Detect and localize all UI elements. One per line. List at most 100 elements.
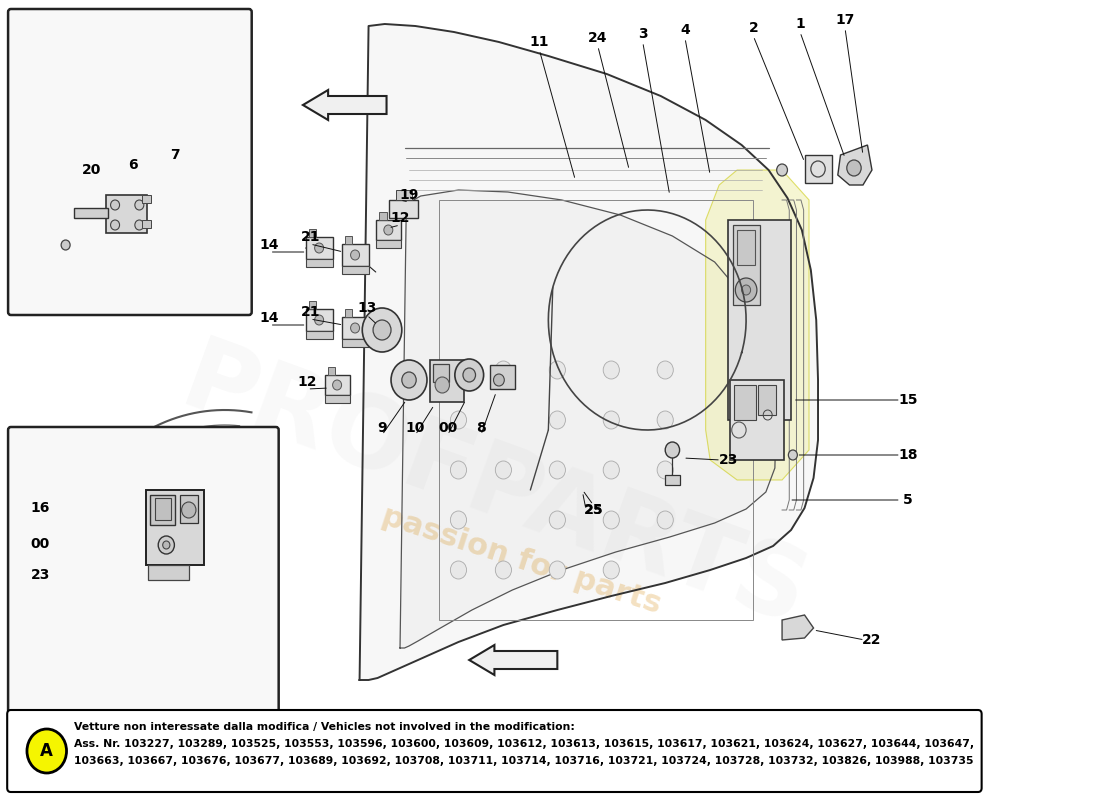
Text: 19: 19	[399, 188, 419, 202]
Bar	[345, 309, 352, 317]
Bar	[728, 220, 791, 420]
Circle shape	[450, 511, 466, 529]
Text: 23: 23	[718, 453, 738, 467]
Bar	[324, 395, 350, 403]
Bar	[758, 385, 776, 415]
Circle shape	[735, 278, 757, 302]
Text: 24: 24	[588, 31, 607, 45]
Text: 25: 25	[583, 503, 603, 517]
Polygon shape	[706, 170, 808, 480]
Circle shape	[107, 491, 114, 499]
Bar	[342, 339, 369, 347]
Text: passion for parts: passion for parts	[378, 501, 664, 619]
Circle shape	[90, 519, 97, 527]
Circle shape	[315, 243, 323, 253]
Circle shape	[657, 461, 673, 479]
FancyBboxPatch shape	[8, 427, 278, 713]
Bar	[379, 212, 386, 220]
Bar	[396, 190, 411, 200]
Bar	[490, 365, 515, 389]
Circle shape	[603, 361, 619, 379]
Circle shape	[362, 308, 402, 352]
Circle shape	[384, 225, 393, 235]
Text: 1: 1	[795, 17, 805, 31]
Bar	[148, 565, 189, 580]
Circle shape	[777, 164, 788, 176]
Text: 5: 5	[903, 493, 913, 507]
Text: 18: 18	[899, 448, 917, 462]
Text: 21: 21	[300, 305, 320, 319]
Text: 17: 17	[835, 13, 855, 27]
Circle shape	[163, 541, 169, 549]
Circle shape	[135, 200, 144, 210]
Circle shape	[549, 361, 565, 379]
Bar	[125, 455, 233, 540]
Bar	[324, 375, 350, 395]
Circle shape	[495, 361, 512, 379]
Text: 4: 4	[680, 23, 690, 37]
Circle shape	[495, 461, 512, 479]
Bar	[142, 195, 151, 203]
Text: 00: 00	[438, 421, 458, 435]
Bar	[106, 195, 146, 233]
Text: 103663, 103667, 103676, 103677, 103689, 103692, 103708, 103711, 103714, 103716, : 103663, 103667, 103676, 103677, 103689, …	[74, 756, 974, 766]
Circle shape	[155, 448, 163, 456]
Bar	[389, 200, 418, 218]
Bar	[130, 460, 179, 495]
Text: A: A	[41, 742, 53, 760]
Bar	[737, 230, 755, 265]
Bar	[145, 490, 205, 565]
Bar	[342, 317, 369, 339]
Bar	[804, 155, 832, 183]
Bar	[345, 236, 352, 244]
Circle shape	[463, 368, 475, 382]
Circle shape	[657, 511, 673, 529]
Bar	[666, 475, 680, 485]
Text: 13: 13	[358, 301, 376, 315]
Text: 15: 15	[899, 393, 917, 407]
Polygon shape	[782, 615, 814, 640]
Circle shape	[549, 511, 565, 529]
Bar	[433, 364, 450, 382]
Circle shape	[455, 359, 484, 391]
Text: 21: 21	[300, 230, 320, 244]
Circle shape	[657, 361, 673, 379]
Text: 7: 7	[170, 148, 180, 162]
Text: 25: 25	[584, 503, 602, 517]
Text: 9: 9	[377, 421, 387, 435]
Circle shape	[185, 436, 191, 444]
Bar	[306, 259, 332, 267]
Circle shape	[62, 240, 70, 250]
Text: 20: 20	[82, 163, 101, 177]
Circle shape	[549, 561, 565, 579]
Text: Ass. Nr. 103227, 103289, 103525, 103553, 103596, 103600, 103609, 103612, 103613,: Ass. Nr. 103227, 103289, 103525, 103553,…	[74, 739, 974, 749]
Circle shape	[603, 561, 619, 579]
Text: 12: 12	[390, 211, 410, 225]
Bar	[306, 309, 332, 331]
Circle shape	[351, 323, 360, 333]
Text: 8: 8	[476, 421, 486, 435]
Bar	[74, 208, 108, 218]
Bar	[734, 385, 756, 420]
Circle shape	[494, 374, 504, 386]
Bar	[376, 240, 400, 248]
Text: 22: 22	[862, 633, 882, 647]
Circle shape	[603, 511, 619, 529]
Text: 6: 6	[129, 158, 138, 172]
Circle shape	[450, 461, 466, 479]
Polygon shape	[400, 190, 776, 648]
Circle shape	[373, 320, 390, 340]
Bar	[733, 225, 760, 305]
Text: 12: 12	[298, 375, 317, 389]
Circle shape	[741, 285, 750, 295]
Circle shape	[28, 729, 66, 773]
Text: 3: 3	[638, 27, 648, 41]
Circle shape	[73, 586, 80, 594]
Circle shape	[78, 552, 86, 560]
Text: Vetture non interessate dalla modifica / Vehicles not involved in the modificati: Vetture non interessate dalla modifica /…	[74, 722, 574, 732]
Bar	[150, 495, 175, 525]
Circle shape	[450, 561, 466, 579]
Bar	[309, 301, 317, 309]
Circle shape	[495, 561, 512, 579]
Text: 14: 14	[260, 238, 279, 252]
